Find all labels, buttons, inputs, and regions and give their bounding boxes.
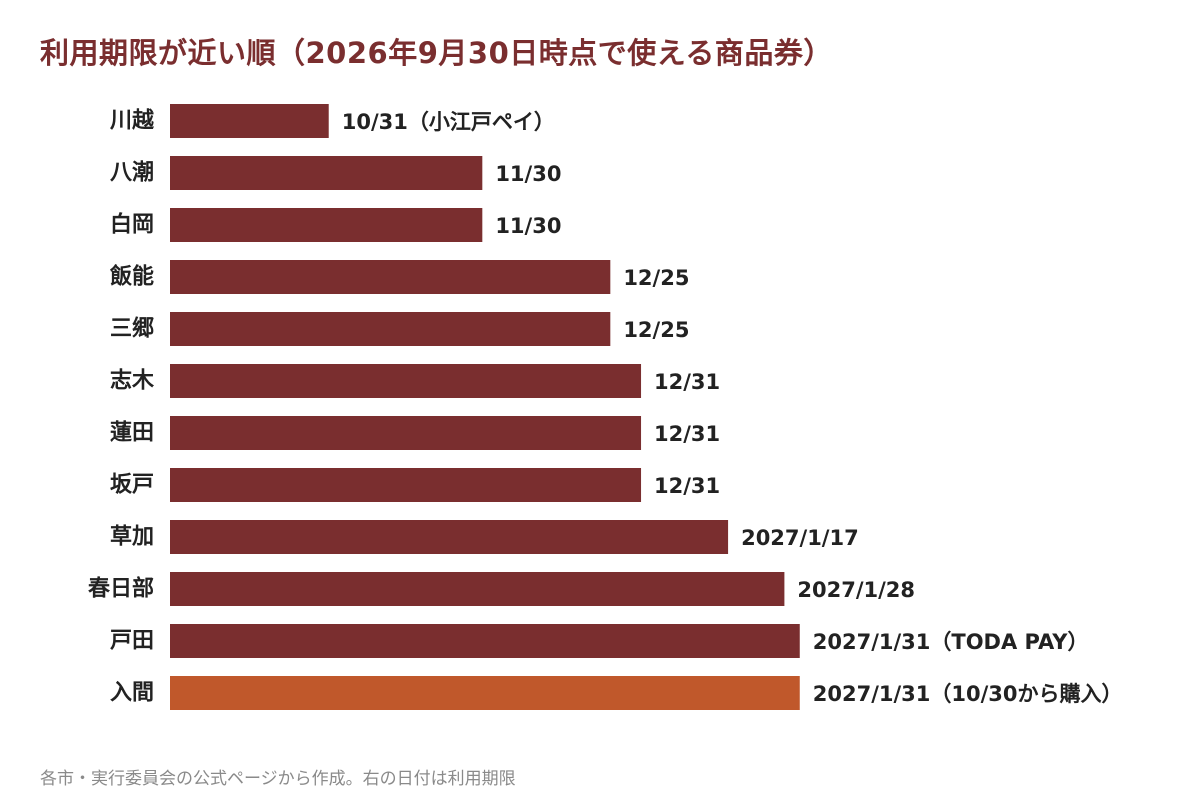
category-label: 戸田 xyxy=(110,629,154,654)
data-label: 12/25 xyxy=(623,318,689,342)
data-label: 12/31 xyxy=(654,370,720,394)
category-label: 八潮 xyxy=(110,161,154,186)
category-label: 三郷 xyxy=(110,317,154,342)
category-label: 白岡 xyxy=(110,212,154,238)
bar xyxy=(170,156,483,190)
bar xyxy=(170,260,611,294)
data-label: 11/30 xyxy=(495,214,561,238)
bar xyxy=(170,468,642,502)
bar xyxy=(170,624,800,658)
data-label: 2027/1/28 xyxy=(797,578,915,602)
bar-chart: 川越 10/31（小江戸ペイ） 八潮 11/30 白岡 11/30 飯能 12/25 三郷 12/… xyxy=(88,104,1123,710)
data-label: 12/31 xyxy=(654,422,720,446)
bar xyxy=(170,676,800,710)
category-label: 春日部 xyxy=(88,576,154,602)
data-label: 12/25 xyxy=(623,266,689,290)
data-label: 12/31 xyxy=(654,474,720,498)
data-label: 11/30 xyxy=(495,162,561,186)
data-label: 2027/1/31（TODA PAY） xyxy=(813,630,1089,654)
bar xyxy=(170,312,611,346)
category-label: 川越 xyxy=(109,109,155,134)
data-label: 10/31（小江戸ペイ） xyxy=(342,110,555,134)
bar xyxy=(170,416,642,450)
data-label: 2027/1/31（10/30から購入） xyxy=(813,682,1123,706)
bar xyxy=(170,104,329,138)
category-label: 入間 xyxy=(110,681,154,706)
bar xyxy=(170,572,785,606)
bar xyxy=(170,520,729,554)
category-label: 蓮田 xyxy=(110,421,154,446)
data-label: 2027/1/17 xyxy=(741,526,859,550)
category-label: 飯能 xyxy=(109,264,154,290)
category-label: 草加 xyxy=(110,524,154,550)
category-label: 坂戸 xyxy=(110,473,154,498)
bar xyxy=(170,364,642,398)
category-label: 志木 xyxy=(110,369,155,394)
chart-title: 利用期限が近い順（2026年9月30日時点で使える商品券） xyxy=(40,36,833,70)
bar xyxy=(170,208,483,242)
chart-footnote: 各市・実行委員会の公式ページから作成。右の日付は利用期限 xyxy=(40,769,516,789)
